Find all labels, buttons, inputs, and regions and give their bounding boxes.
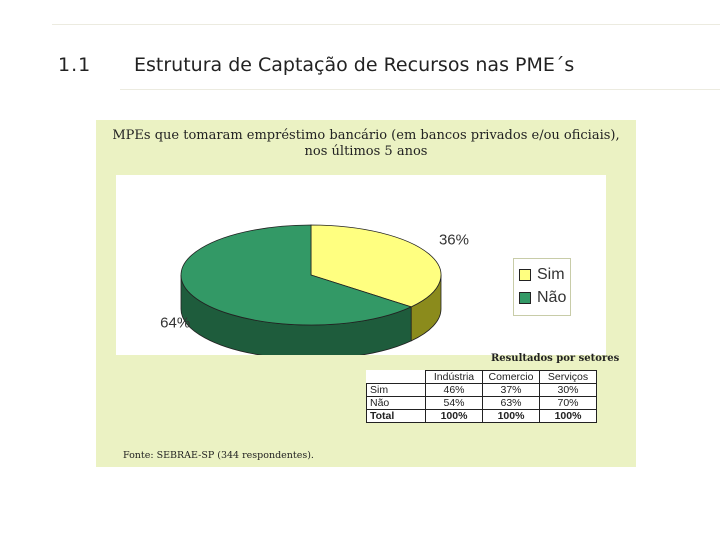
legend-item-nao: Não bbox=[519, 288, 566, 308]
legend-label-sim: Sim bbox=[537, 266, 565, 283]
chart-title: MPEs que tomaram empréstimo bancário (em… bbox=[96, 128, 636, 160]
legend-label-nao: Não bbox=[537, 289, 567, 306]
table-cell: 30% bbox=[539, 383, 597, 397]
table-row-label: Sim bbox=[366, 383, 426, 397]
pie-label-sim: 36% bbox=[439, 231, 469, 248]
table-cell: 46% bbox=[425, 383, 483, 397]
table-col-servicos: Serviços bbox=[539, 370, 597, 384]
top-rule bbox=[52, 24, 720, 25]
legend-swatch-sim bbox=[519, 269, 531, 281]
legend: Sim Não bbox=[513, 258, 571, 316]
table-row-label: Total bbox=[366, 409, 426, 423]
table-row: Total 100% 100% 100% bbox=[366, 409, 597, 423]
table-cell: 100% bbox=[539, 409, 597, 423]
pie-slice-no bbox=[180, 224, 413, 326]
chart-title-line-2: nos últimos 5 anos bbox=[304, 144, 428, 159]
table-header-row: Indústria Comercio Serviços bbox=[366, 370, 597, 384]
source-note: Fonte: SEBRAE-SP (344 respondentes). bbox=[123, 450, 314, 461]
pie-label-no: 64% bbox=[160, 315, 190, 332]
heading-rule bbox=[120, 89, 720, 90]
table-row-label: Não bbox=[366, 396, 426, 410]
chart-title-line-1: MPEs que tomaram empréstimo bancário (em… bbox=[112, 128, 620, 143]
legend-item-sim: Sim bbox=[519, 265, 565, 285]
table-cell: 100% bbox=[482, 409, 540, 423]
table-caption: Resultados por setores bbox=[491, 353, 620, 364]
legend-swatch-nao bbox=[519, 292, 531, 304]
table-col-industria: Indústria bbox=[425, 370, 483, 384]
slide-title: Estrutura de Captação de Recursos nas PM… bbox=[134, 54, 575, 76]
table-cell: 70% bbox=[539, 396, 597, 410]
sector-table: Indústria Comercio Serviços Sim 46% 37% … bbox=[366, 370, 597, 423]
chart-figure: MPEs que tomaram empréstimo bancário (em… bbox=[96, 120, 636, 467]
table-row: Sim 46% 37% 30% bbox=[366, 383, 597, 397]
table-row: Não 54% 63% 70% bbox=[366, 396, 597, 410]
pie-slice-sim bbox=[310, 224, 442, 308]
table-cell: 37% bbox=[482, 383, 540, 397]
table-cell: 63% bbox=[482, 396, 540, 410]
pie-chart: 36% 64% bbox=[160, 224, 469, 355]
table-col-comercio: Comercio bbox=[482, 370, 540, 384]
table-cell: 100% bbox=[425, 409, 483, 423]
section-number: 1.1 bbox=[58, 54, 92, 76]
table-cell: 54% bbox=[425, 396, 483, 410]
table-corner bbox=[366, 370, 426, 384]
